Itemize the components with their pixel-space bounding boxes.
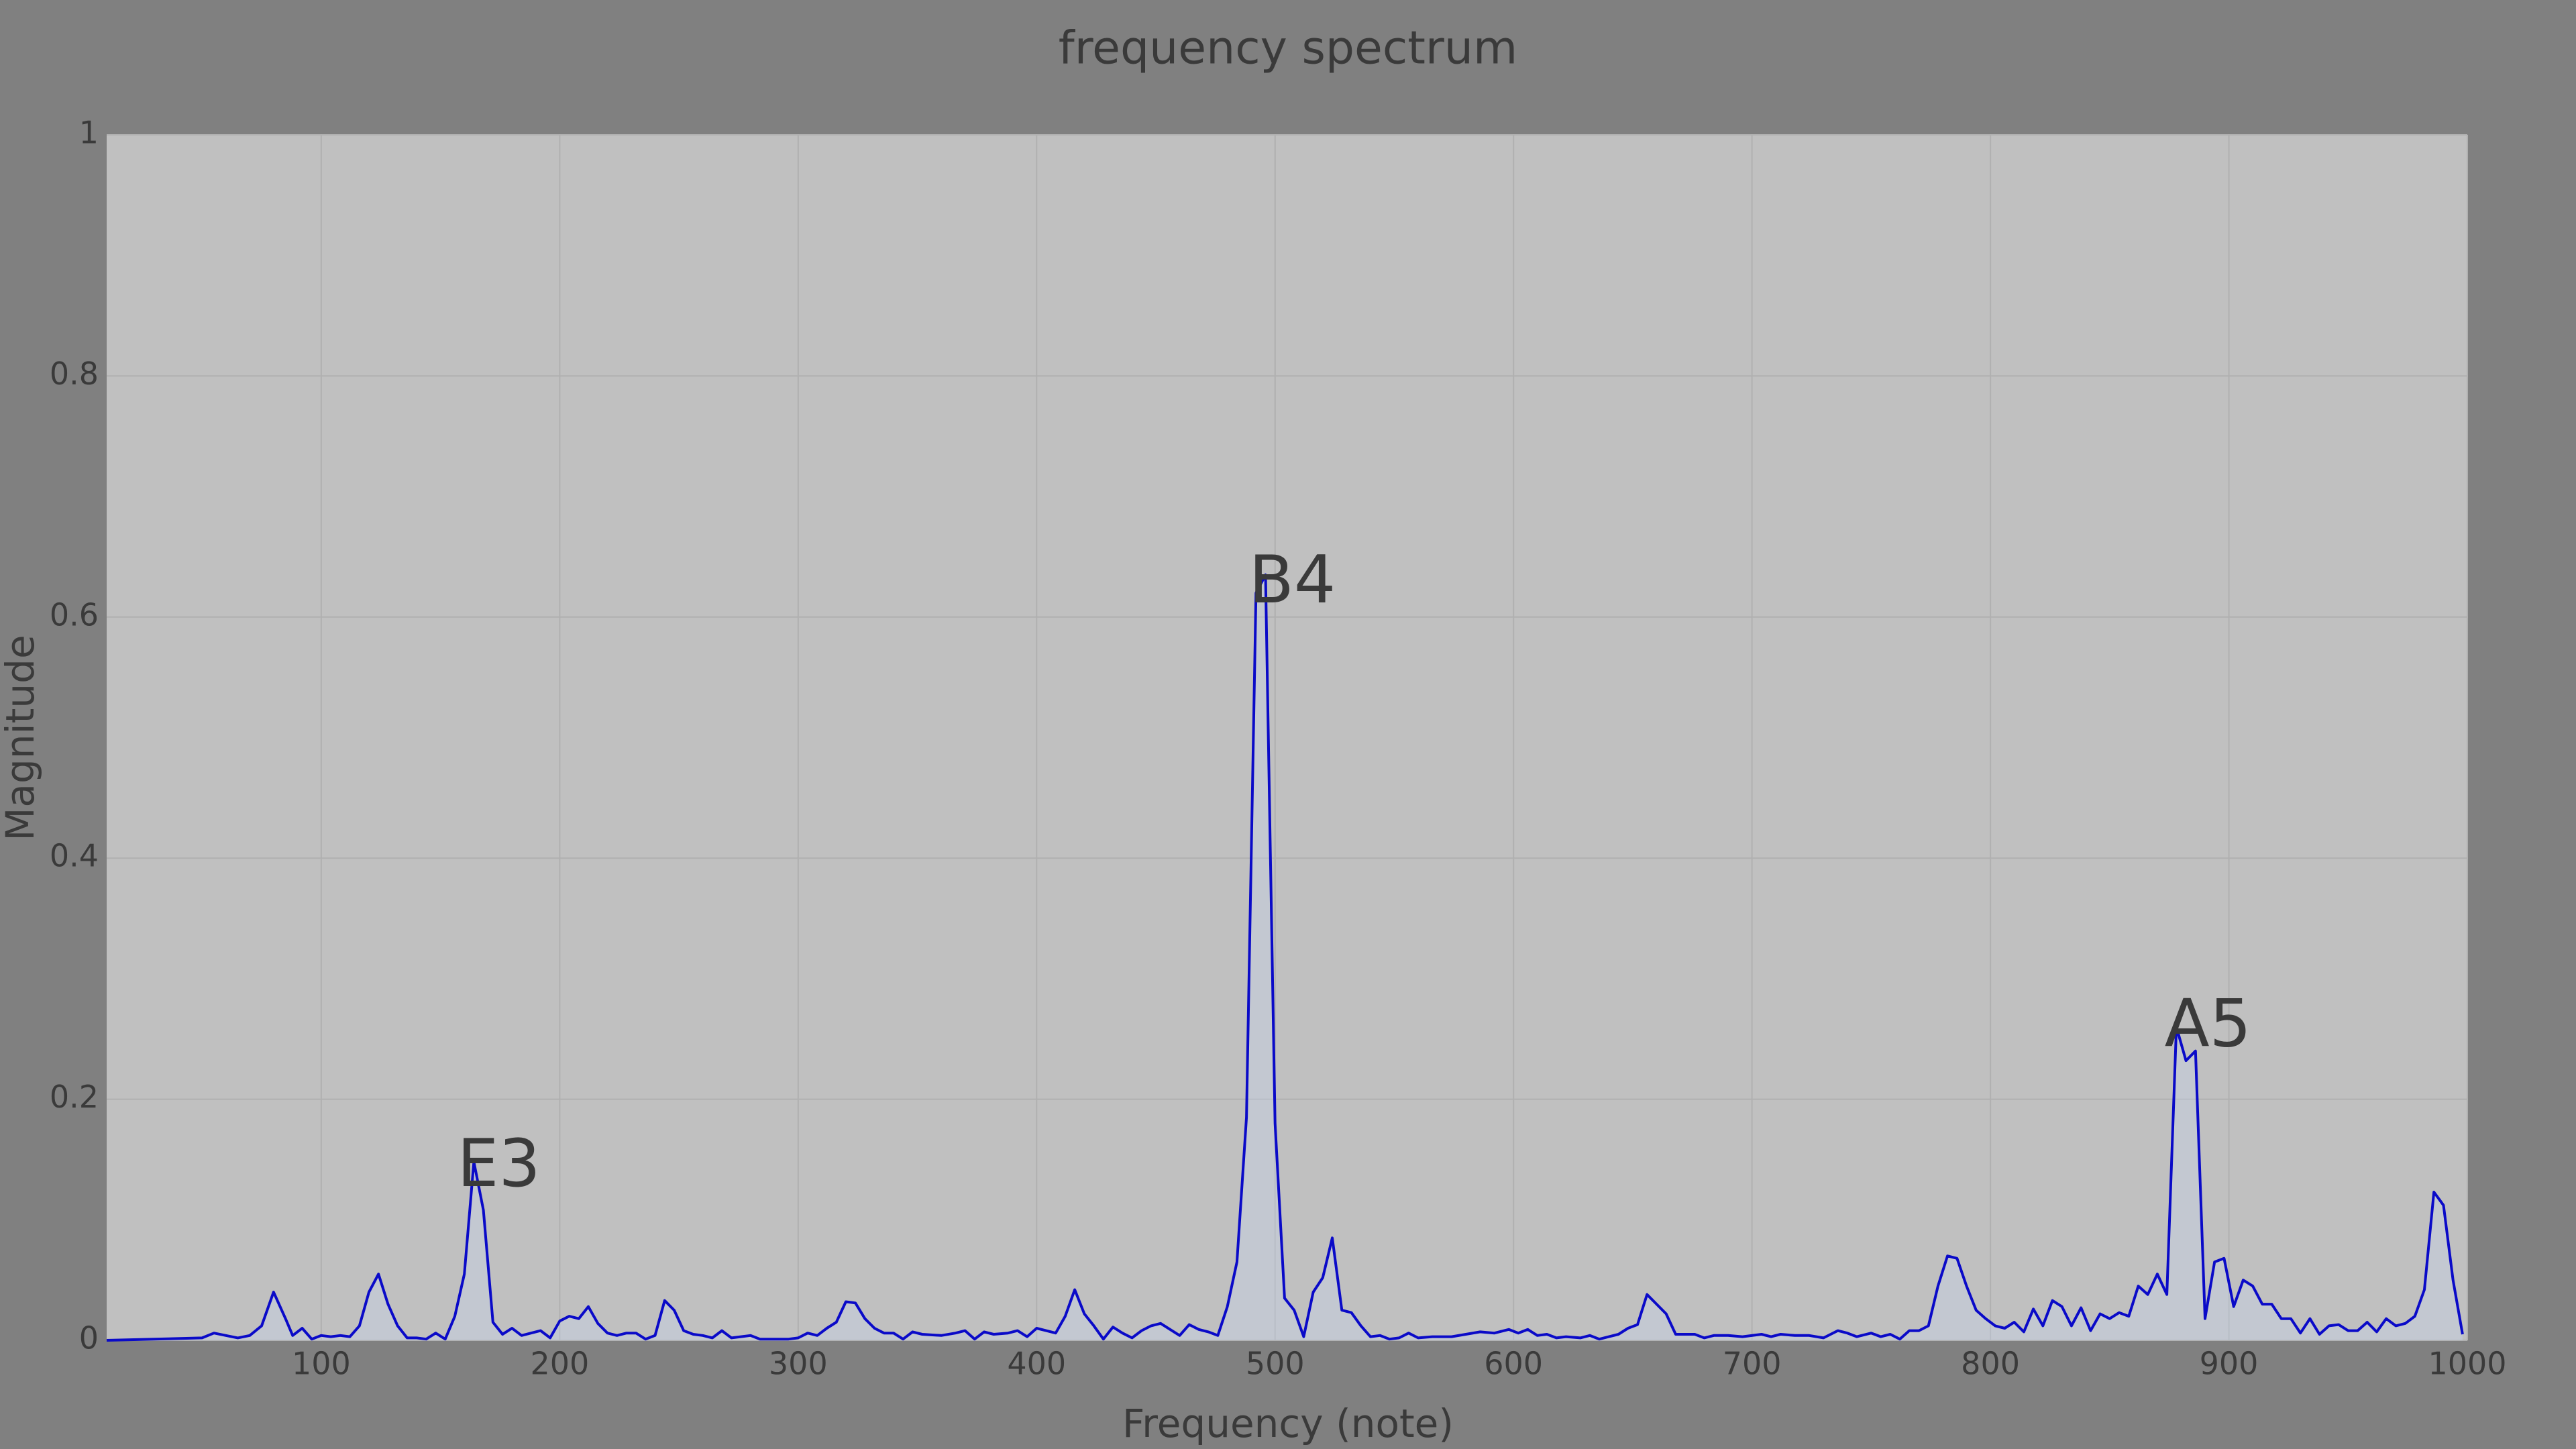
y-tick-label: 0.6	[50, 596, 99, 633]
y-tick-label: 0.8	[50, 356, 99, 392]
y-axis-label: Magnitude	[0, 635, 43, 841]
line	[106, 573, 2464, 1342]
annotation: B4	[1249, 542, 1336, 619]
x-tick-label: 100	[292, 1346, 351, 1382]
x-tick-label: 200	[530, 1346, 589, 1382]
annotation: A5	[2165, 986, 2251, 1063]
plot-area	[107, 135, 2467, 1340]
x-tick-label: 500	[1246, 1346, 1305, 1382]
y-tick-label: 0	[79, 1320, 99, 1356]
annotation: E3	[458, 1126, 541, 1202]
x-tick-label: 700	[1723, 1346, 1782, 1382]
x-tick-label: 800	[1961, 1346, 2020, 1382]
x-tick-label: 300	[769, 1346, 828, 1382]
y-tick-label: 0.2	[50, 1079, 99, 1115]
chart-title: frequency spectrum	[1059, 22, 1517, 75]
y-tick-label: 0.4	[50, 838, 99, 874]
x-axis-label: Frequency (note)	[1122, 1401, 1454, 1446]
x-tick-label: 900	[2200, 1346, 2259, 1382]
x-tick-label: 400	[1007, 1346, 1066, 1382]
x-tick-label: 1000	[2428, 1346, 2506, 1382]
x-tick-label: 600	[1484, 1346, 1543, 1382]
y-tick-label: 1	[79, 115, 99, 151]
